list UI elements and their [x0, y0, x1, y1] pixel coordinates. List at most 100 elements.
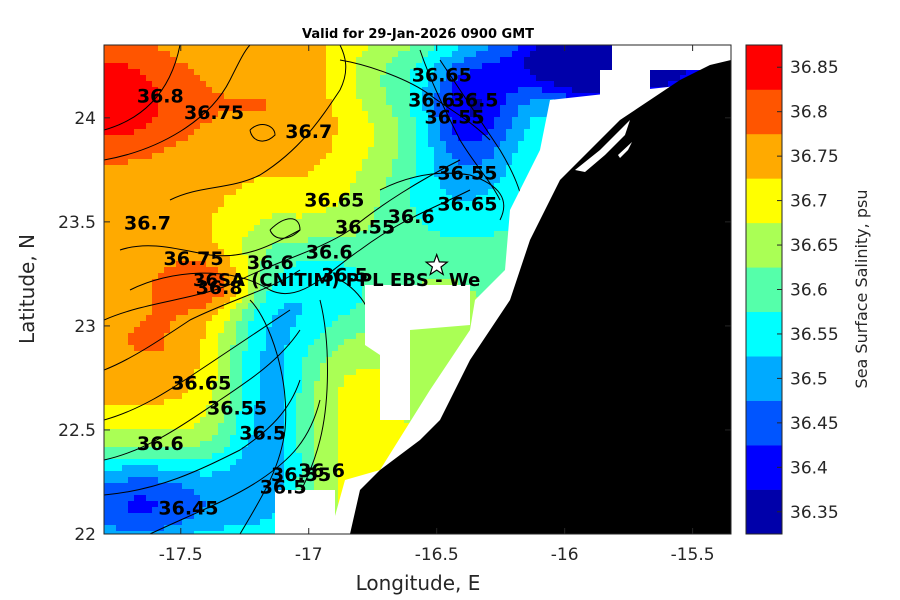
salinity-cell — [530, 159, 537, 166]
salinity-cell — [290, 243, 297, 250]
salinity-cell — [308, 111, 315, 118]
salinity-cell — [446, 159, 453, 166]
salinity-cell — [140, 123, 147, 130]
salinity-cell — [140, 285, 147, 292]
salinity-cell — [506, 45, 513, 52]
salinity-cell — [422, 147, 429, 154]
salinity-cell — [296, 261, 303, 268]
salinity-cell — [176, 171, 183, 178]
salinity-cell — [206, 267, 213, 274]
salinity-cell — [302, 231, 309, 238]
salinity-cell — [350, 201, 357, 208]
salinity-cell — [200, 321, 207, 328]
salinity-cell — [104, 243, 111, 250]
salinity-cell — [224, 141, 231, 148]
salinity-cell — [242, 195, 249, 202]
salinity-cell — [134, 183, 141, 190]
salinity-cell — [152, 57, 159, 64]
salinity-cell — [206, 285, 213, 292]
salinity-cell — [116, 111, 123, 118]
salinity-cell — [170, 117, 177, 124]
salinity-cell — [200, 69, 207, 76]
salinity-cell — [176, 93, 183, 100]
salinity-cell — [140, 51, 147, 58]
salinity-cell — [320, 171, 327, 178]
salinity-cell — [554, 81, 561, 88]
salinity-cell — [374, 129, 381, 136]
salinity-cell — [482, 279, 489, 286]
salinity-cell — [368, 225, 375, 232]
salinity-cell — [272, 231, 279, 238]
salinity-cell — [200, 63, 207, 70]
salinity-cell — [344, 189, 351, 196]
salinity-cell — [326, 309, 333, 316]
salinity-cell — [410, 183, 417, 190]
salinity-cell — [116, 75, 123, 82]
salinity-cell — [428, 129, 435, 136]
salinity-cell — [260, 45, 267, 52]
salinity-cell — [506, 69, 513, 76]
salinity-cell — [326, 99, 333, 106]
salinity-cell — [392, 117, 399, 124]
salinity-cell — [110, 291, 117, 298]
salinity-cell — [302, 225, 309, 232]
salinity-cell — [386, 189, 393, 196]
salinity-cell — [362, 135, 369, 142]
salinity-cell — [104, 201, 111, 208]
salinity-cell — [326, 75, 333, 82]
salinity-cell — [530, 105, 537, 112]
salinity-cell — [362, 57, 369, 64]
salinity-cell — [452, 195, 459, 202]
salinity-cell — [416, 147, 423, 154]
salinity-cell — [446, 273, 453, 280]
salinity-cell — [362, 261, 369, 268]
salinity-cell — [248, 201, 255, 208]
salinity-cell — [158, 195, 165, 202]
salinity-cell — [332, 297, 339, 304]
salinity-cell — [482, 261, 489, 268]
salinity-cell — [338, 99, 345, 106]
salinity-cell — [284, 111, 291, 118]
salinity-cell — [356, 159, 363, 166]
salinity-cell — [128, 231, 135, 238]
salinity-cell — [128, 195, 135, 202]
salinity-cell — [284, 183, 291, 190]
salinity-cell — [278, 249, 285, 256]
salinity-cell — [170, 141, 177, 148]
salinity-cell — [530, 147, 537, 154]
salinity-cell — [380, 213, 387, 220]
salinity-cell — [218, 279, 225, 286]
salinity-cell — [116, 189, 123, 196]
salinity-cell — [506, 105, 513, 112]
salinity-cell — [176, 255, 183, 262]
salinity-cell — [158, 141, 165, 148]
salinity-cell — [176, 207, 183, 214]
salinity-cell — [314, 93, 321, 100]
salinity-cell — [260, 327, 267, 334]
salinity-cell — [392, 195, 399, 202]
salinity-cell — [428, 219, 435, 226]
salinity-cell — [404, 153, 411, 160]
salinity-cell — [152, 177, 159, 184]
salinity-cell — [350, 285, 357, 292]
salinity-cell — [518, 177, 525, 184]
salinity-cell — [140, 63, 147, 70]
salinity-cell — [176, 213, 183, 220]
salinity-cell — [500, 63, 507, 70]
salinity-cell — [302, 237, 309, 244]
salinity-cell — [374, 279, 381, 286]
salinity-cell — [518, 123, 525, 130]
salinity-cell — [146, 225, 153, 232]
salinity-cell — [542, 51, 549, 58]
salinity-cell — [170, 171, 177, 178]
salinity-cell — [656, 81, 663, 88]
salinity-cell — [110, 195, 117, 202]
salinity-cell — [266, 75, 273, 82]
salinity-cell — [320, 147, 327, 154]
salinity-cell — [236, 321, 243, 328]
salinity-cell — [302, 135, 309, 142]
salinity-cell — [578, 93, 585, 100]
salinity-cell — [464, 159, 471, 166]
salinity-cell — [308, 249, 315, 256]
salinity-cell — [422, 117, 429, 124]
